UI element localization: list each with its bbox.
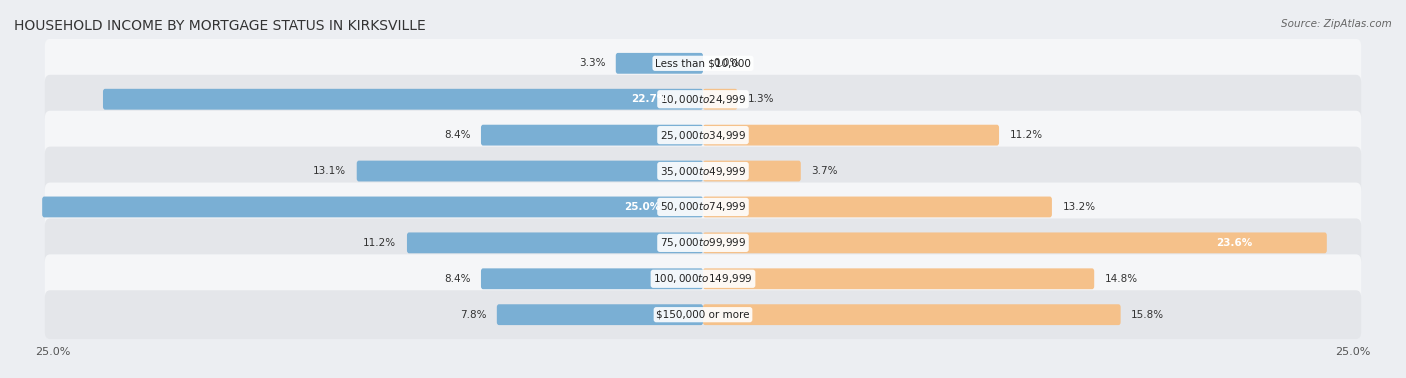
Text: 25.0%: 25.0% — [624, 202, 659, 212]
Text: 15.8%: 15.8% — [1132, 310, 1164, 320]
Text: 25.0%: 25.0% — [35, 347, 70, 357]
Text: 7.8%: 7.8% — [460, 310, 486, 320]
Text: 8.4%: 8.4% — [444, 130, 471, 140]
FancyBboxPatch shape — [481, 125, 703, 146]
FancyBboxPatch shape — [481, 268, 703, 289]
FancyBboxPatch shape — [616, 53, 703, 74]
FancyBboxPatch shape — [357, 161, 703, 181]
FancyBboxPatch shape — [703, 268, 1094, 289]
Text: 11.2%: 11.2% — [363, 238, 396, 248]
Text: $150,000 or more: $150,000 or more — [657, 310, 749, 320]
FancyBboxPatch shape — [45, 147, 1361, 195]
FancyBboxPatch shape — [45, 218, 1361, 267]
FancyBboxPatch shape — [42, 197, 703, 217]
Text: $100,000 to $149,999: $100,000 to $149,999 — [654, 272, 752, 285]
Text: $75,000 to $99,999: $75,000 to $99,999 — [659, 236, 747, 249]
Text: 25.0%: 25.0% — [1336, 347, 1371, 357]
FancyBboxPatch shape — [703, 89, 737, 110]
Text: $50,000 to $74,999: $50,000 to $74,999 — [659, 200, 747, 214]
FancyBboxPatch shape — [103, 89, 703, 110]
FancyBboxPatch shape — [703, 304, 1121, 325]
FancyBboxPatch shape — [45, 183, 1361, 231]
FancyBboxPatch shape — [703, 161, 801, 181]
Text: 3.3%: 3.3% — [579, 58, 605, 68]
Text: 11.2%: 11.2% — [1010, 130, 1043, 140]
FancyBboxPatch shape — [45, 290, 1361, 339]
FancyBboxPatch shape — [703, 197, 1052, 217]
Text: 13.2%: 13.2% — [1063, 202, 1095, 212]
Text: 0.0%: 0.0% — [714, 58, 740, 68]
FancyBboxPatch shape — [496, 304, 703, 325]
Text: 3.7%: 3.7% — [811, 166, 838, 176]
FancyBboxPatch shape — [45, 39, 1361, 88]
FancyBboxPatch shape — [703, 232, 1327, 253]
Text: 23.6%: 23.6% — [1216, 238, 1251, 248]
Text: Source: ZipAtlas.com: Source: ZipAtlas.com — [1281, 19, 1392, 29]
Text: 8.4%: 8.4% — [444, 274, 471, 284]
Text: $10,000 to $24,999: $10,000 to $24,999 — [659, 93, 747, 106]
FancyBboxPatch shape — [45, 111, 1361, 160]
Text: 13.1%: 13.1% — [314, 166, 346, 176]
Text: $35,000 to $49,999: $35,000 to $49,999 — [659, 164, 747, 178]
Text: 1.3%: 1.3% — [748, 94, 775, 104]
Text: $25,000 to $34,999: $25,000 to $34,999 — [659, 129, 747, 142]
FancyBboxPatch shape — [703, 125, 1000, 146]
Text: 22.7%: 22.7% — [631, 94, 668, 104]
Text: HOUSEHOLD INCOME BY MORTGAGE STATUS IN KIRKSVILLE: HOUSEHOLD INCOME BY MORTGAGE STATUS IN K… — [14, 19, 426, 33]
FancyBboxPatch shape — [45, 75, 1361, 124]
Text: Less than $10,000: Less than $10,000 — [655, 58, 751, 68]
Text: 14.8%: 14.8% — [1105, 274, 1137, 284]
FancyBboxPatch shape — [45, 254, 1361, 303]
FancyBboxPatch shape — [406, 232, 703, 253]
